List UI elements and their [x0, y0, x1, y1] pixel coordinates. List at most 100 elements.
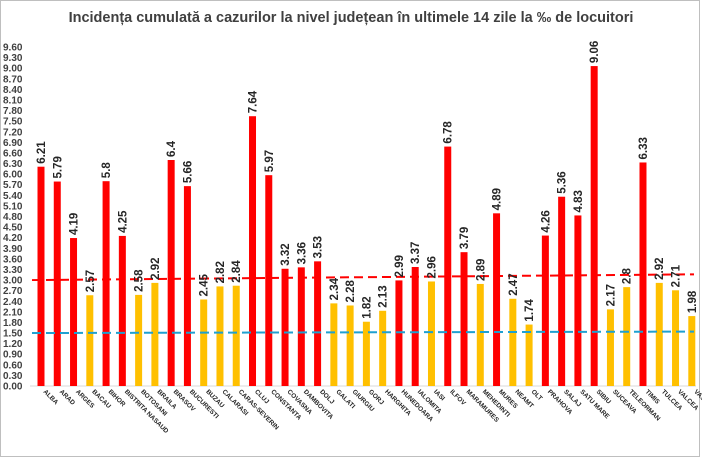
bar-bihor	[102, 181, 110, 386]
x-tick-label: ARAD	[58, 388, 76, 406]
data-label: 2.89	[475, 259, 487, 281]
bar-cluj	[249, 116, 257, 387]
x-tick-label: OLT	[530, 388, 544, 402]
bar-iasi	[427, 281, 435, 386]
y-tick-label: 0.30	[3, 371, 23, 382]
y-tick-label: 9.00	[3, 64, 23, 75]
data-label: 1.98	[687, 290, 699, 313]
y-tick-label: 5.10	[3, 201, 23, 212]
bar-calarasi	[216, 286, 224, 386]
data-label: 4.25	[117, 210, 129, 233]
y-tick-label: 6.60	[3, 148, 23, 159]
y-tick-label: 5.40	[3, 191, 23, 202]
y-tick-label: 6.90	[3, 138, 23, 149]
y-tick-label: 2.40	[3, 297, 23, 308]
data-label: 2.57	[85, 270, 97, 292]
bar-vaslui	[688, 316, 696, 386]
data-label: 6.21	[36, 141, 48, 164]
bar-timis	[639, 162, 647, 386]
data-label: 2.82	[215, 261, 227, 283]
y-tick-label: 4.50	[3, 223, 23, 234]
data-label: 5.79	[52, 156, 64, 178]
bar-arges	[70, 238, 78, 386]
data-label: 2.45	[199, 273, 211, 296]
data-label: 3.53	[313, 236, 325, 258]
y-tick-label: 8.10	[3, 95, 23, 106]
bar-sibiu	[590, 66, 598, 386]
bar-dambovita	[297, 267, 305, 386]
data-label: 4.89	[492, 188, 504, 210]
y-tick-label: 8.40	[3, 85, 23, 96]
y-tick-label: 1.50	[3, 329, 23, 340]
y-tick-label: 2.70	[3, 286, 23, 297]
bar-bucuresti	[183, 186, 191, 386]
y-tick-label: 8.70	[3, 74, 23, 85]
y-tick-label: 4.20	[3, 233, 23, 244]
bar-ialomita	[411, 266, 419, 386]
bar-ilfov	[444, 146, 452, 386]
bar-neamt	[509, 298, 517, 386]
data-label: 2.13	[378, 285, 390, 307]
data-label: 2.92	[654, 257, 666, 279]
data-label: 4.26	[540, 210, 552, 232]
data-label: 2.8	[622, 268, 634, 285]
bar-caras-severin	[232, 285, 240, 386]
data-label: 3.37	[410, 242, 422, 264]
bar-galati	[330, 303, 338, 386]
data-labels: 6.21 5.79 4.19 2.57 5.8 4.25 2.58 2.92 6.4 5.66 2.…	[36, 41, 699, 322]
y-tick-label: 0.60	[3, 360, 23, 371]
data-label: 1.74	[524, 299, 536, 322]
bar-valcea	[672, 290, 680, 386]
bar-olt	[525, 324, 533, 386]
bar-braila	[151, 282, 159, 386]
y-tick-label: 2.10	[3, 307, 23, 318]
bar-dolj	[314, 261, 322, 386]
data-label: 5.66	[182, 161, 194, 183]
y-tick-label: 6.30	[3, 159, 23, 170]
y-tick-label: 7.80	[3, 106, 23, 117]
data-label: 3.36	[296, 242, 308, 264]
data-label: 2.34	[329, 277, 341, 300]
bar-bistrita-nasaud	[118, 235, 126, 386]
bar-constanta	[265, 175, 273, 386]
y-tick-label: 7.20	[3, 127, 23, 138]
bar-bacau	[86, 295, 94, 386]
data-label: 2.96	[426, 256, 438, 278]
reference-lines	[31, 273, 695, 335]
bar-maramures	[460, 252, 468, 386]
bar-harghita	[379, 310, 387, 386]
x-tick-label: ALBA	[42, 388, 60, 406]
y-axis: 0.000.300.600.901.201.501.802.102.402.70…	[3, 43, 696, 393]
data-label: 2.99	[394, 255, 406, 277]
y-tick-label: 1.80	[3, 318, 23, 329]
y-tick-label: 9.30	[3, 53, 23, 64]
bar-suceava	[606, 309, 614, 386]
y-tick-label: 0.90	[3, 350, 23, 361]
data-label: 9.06	[589, 41, 601, 63]
bar-satu-mare	[574, 215, 582, 386]
y-tick-label: 3.00	[3, 276, 23, 287]
data-label: 2.71	[671, 264, 683, 287]
bar-botosani	[135, 294, 143, 386]
data-label: 5.8	[101, 162, 113, 179]
bar-giurgiu	[346, 305, 354, 386]
data-label: 6.4	[166, 140, 178, 157]
data-label: 2.17	[605, 284, 617, 306]
reference-line-red	[31, 273, 695, 282]
bar-tulcea	[655, 282, 663, 386]
bar-brasov	[167, 160, 175, 386]
x-tick-label: ILFOV	[448, 388, 467, 407]
chart-title: Incidența cumulată a cazurilor la nivel …	[68, 10, 634, 26]
data-label: 3.79	[459, 227, 471, 249]
x-tick-label: IASI	[432, 388, 446, 402]
data-label: 2.58	[134, 269, 146, 292]
data-label: 6.78	[443, 121, 455, 144]
y-tick-label: 4.80	[3, 212, 23, 223]
data-label: 4.83	[573, 190, 585, 212]
y-tick-label: 3.90	[3, 244, 23, 255]
bar-teleorman	[623, 287, 631, 386]
data-label: 5.36	[557, 171, 569, 193]
